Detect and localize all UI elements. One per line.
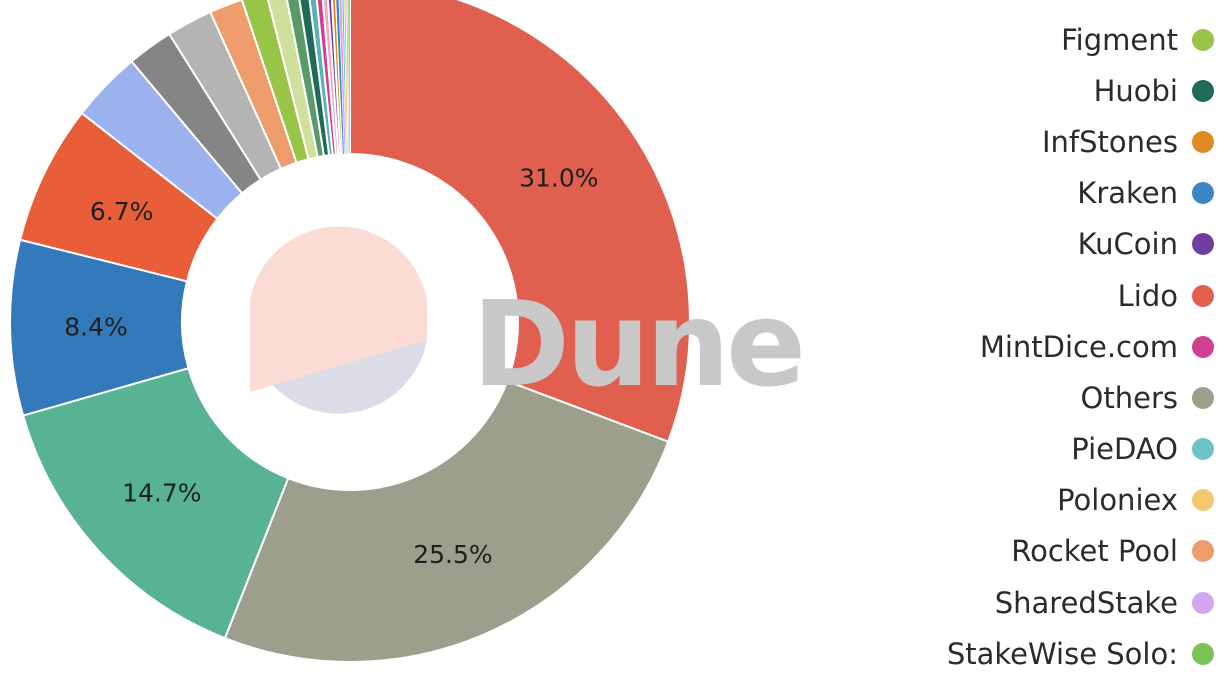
legend-item[interactable]: Figment [894,14,1214,65]
legend-item[interactable]: InfStones [894,116,1214,167]
legend-dot-icon [1192,335,1214,358]
legend-item[interactable]: Huobi [894,65,1214,116]
legend-dot-icon [1192,642,1214,665]
legend-item[interactable]: StakeWise Solo: [894,628,1214,679]
legend-label: InfStones [1042,124,1178,159]
legend-label: Others [1080,380,1178,415]
legend-dot-icon [1192,79,1214,102]
legend-dot-icon [1192,489,1214,512]
legend-dot-icon [1192,438,1214,461]
slice-data-label: 6.7% [90,197,154,226]
slice-lido[interactable] [349,0,691,443]
slice-others[interactable] [223,379,670,663]
legend-item[interactable]: Rocket Pool [894,526,1214,577]
slice-data-label: 25.5% [413,540,492,569]
legend-dot-icon [1192,540,1214,563]
legend-item[interactable]: KuCoin [894,219,1214,270]
legend-item[interactable]: Kraken [894,168,1214,219]
legend: Figment Huobi InfStones Kraken KuCoin Lido Min… [894,14,1214,679]
legend-dot-icon [1192,591,1214,614]
legend-item[interactable]: PieDAO [894,424,1214,475]
legend-dot-icon [1192,233,1214,256]
legend-label: Poloniex [1057,483,1178,518]
legend-label: StakeWise Solo: [946,636,1178,671]
legend-dot-icon [1192,386,1214,409]
legend-dot-icon [1192,28,1214,51]
slice-segment-2[interactable] [21,366,290,640]
legend-item[interactable]: Others [894,372,1214,423]
legend-item[interactable]: Poloniex [894,475,1214,526]
legend-label: MintDice.com [979,329,1178,364]
legend-item[interactable]: MintDice.com [894,321,1214,372]
legend-dot-icon [1192,130,1214,153]
legend-label: PieDAO [1071,432,1178,467]
legend-label: KuCoin [1077,227,1178,262]
legend-dot-icon [1192,284,1214,307]
legend-item[interactable]: Lido [894,270,1214,321]
legend-dot-icon [1192,182,1214,205]
slice-labels: 31.0% 25.5% 14.7% 8.4% 6.7% [64,163,598,569]
legend-item[interactable]: SharedStake [894,577,1214,628]
legend-label: Kraken [1077,176,1178,211]
legend-label: Rocket Pool [1011,534,1178,569]
legend-label: Figment [1061,22,1178,57]
slice-stakewise-solo-[interactable] [347,0,351,155]
slice-data-label: 31.0% [519,163,598,192]
legend-label: Lido [1117,278,1178,313]
center-logo-icon [250,226,427,414]
slice-data-label: 14.7% [122,479,201,508]
donut-slices [9,0,691,663]
legend-label: SharedStake [994,585,1178,620]
watermark: Dune [472,275,802,413]
slice-data-label: 8.4% [64,312,128,341]
legend-label: Huobi [1093,73,1178,108]
